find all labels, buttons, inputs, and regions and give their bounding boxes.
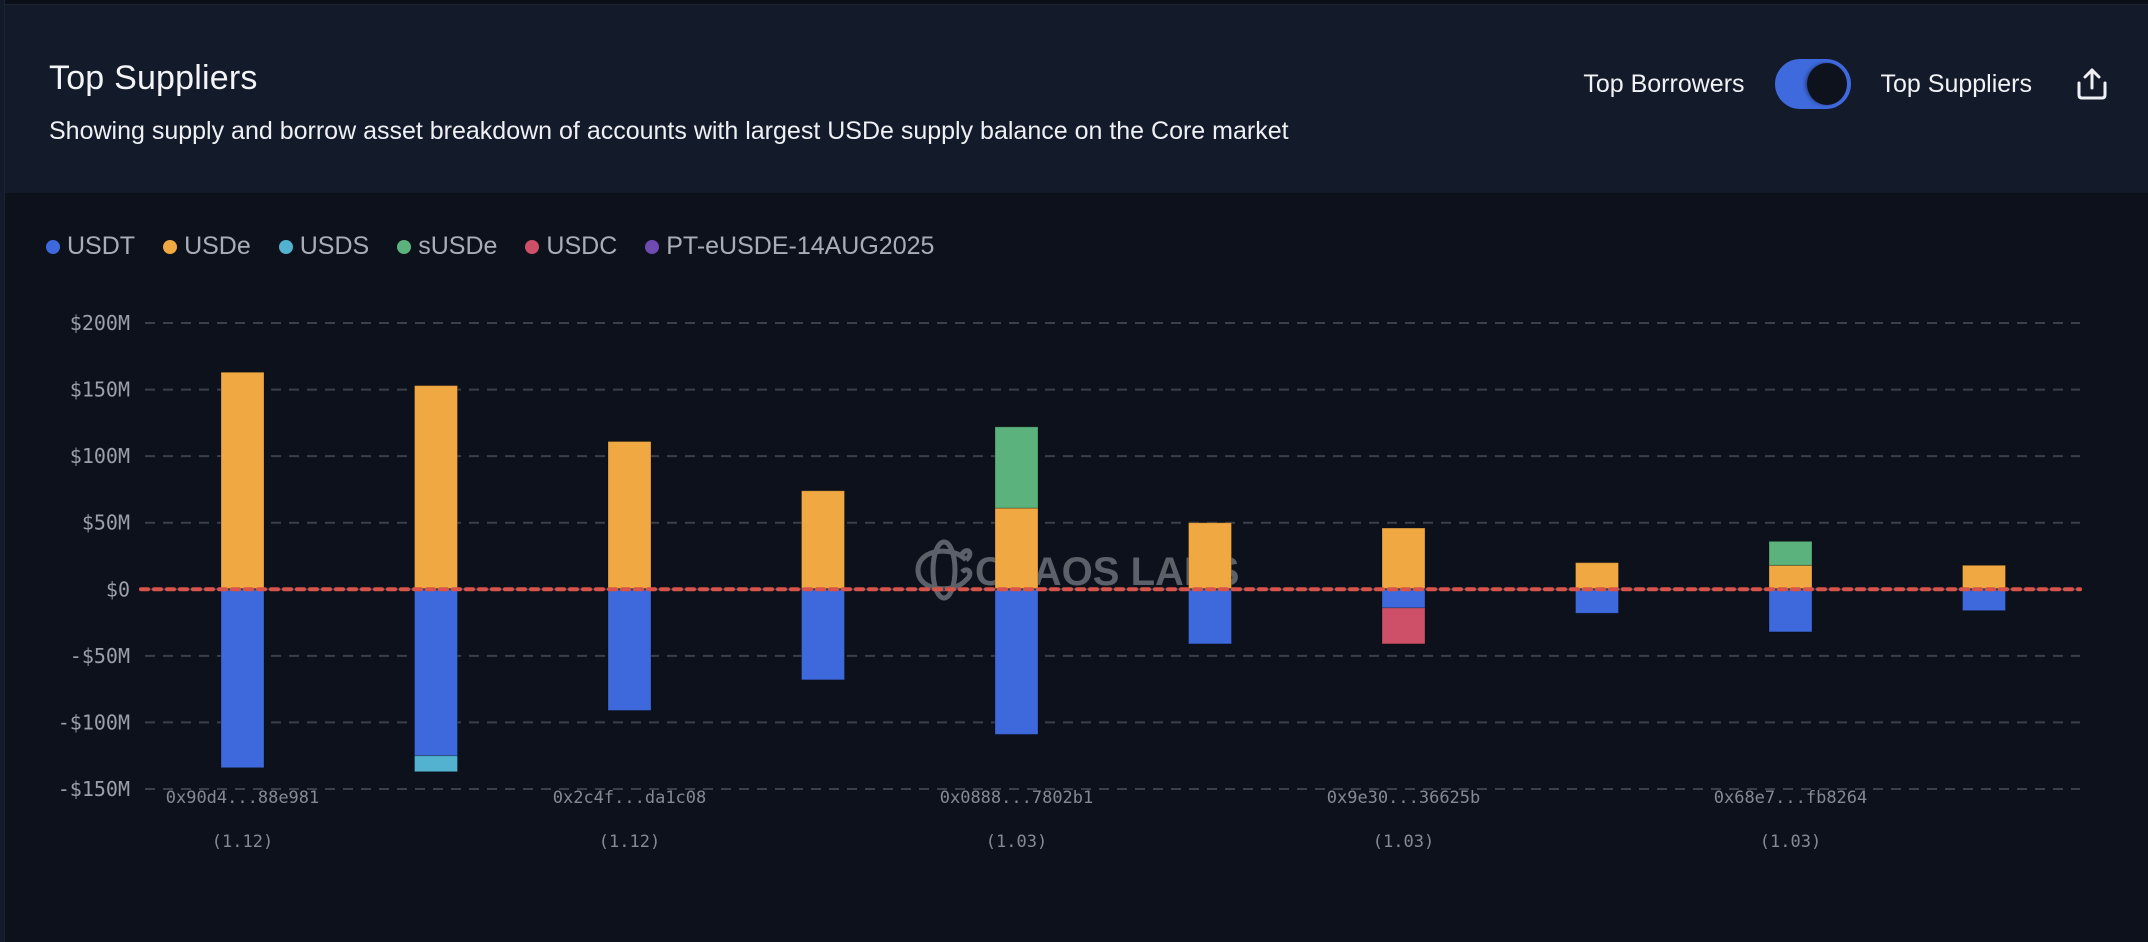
- chart-subtitle: Showing supply and borrow asset breakdow…: [49, 117, 1289, 145]
- bar-segment-usdt[interactable]: [414, 588, 458, 757]
- x-tick-address: 0x2c4f...da1c08: [553, 788, 707, 808]
- bar-segment-usdc[interactable]: [1381, 607, 1426, 645]
- x-tick-health: (1.03): [1373, 832, 1434, 852]
- y-tick-label: $0: [106, 577, 130, 601]
- bar-segment-usdt[interactable]: [1962, 588, 2006, 612]
- bar-segment-usde[interactable]: [801, 490, 845, 590]
- x-tick-health: (1.03): [986, 832, 1047, 852]
- bar-segment-usde[interactable]: [1381, 527, 1426, 590]
- legend-item-pt-eusde-14aug2025[interactable]: PT-eUSDE-14AUG2025: [645, 232, 934, 261]
- x-tick-health: (1.12): [599, 832, 660, 852]
- toggle-knob: [1806, 63, 1847, 105]
- legend-dot-icon: [278, 239, 293, 254]
- y-tick-label: $150M: [70, 378, 130, 402]
- legend-item-susde[interactable]: sUSDe: [397, 232, 497, 261]
- bar-segment-usde[interactable]: [414, 385, 458, 590]
- card-header: Top Suppliers Showing supply and borrow …: [5, 5, 2148, 193]
- bar-segment-usdt[interactable]: [607, 588, 652, 711]
- x-tick-address: 0x0888...7802b1: [940, 788, 1094, 808]
- share-export-icon: [2077, 68, 2107, 100]
- bar-segment-susde[interactable]: [994, 426, 1039, 509]
- legend-item-usde[interactable]: USDe: [163, 232, 251, 261]
- x-tick-health: (1.12): [212, 832, 273, 852]
- legend-dot-icon: [163, 239, 178, 254]
- legend-label: USDS: [299, 232, 370, 260]
- bar-segment-usdt[interactable]: [994, 588, 1039, 735]
- x-tick-health: (1.03): [1760, 832, 1821, 852]
- y-tick-label: -$100M: [58, 710, 130, 734]
- y-tick-label: $50M: [82, 511, 130, 535]
- bar-segment-usdt[interactable]: [220, 588, 265, 769]
- x-tick-address: 0x68e7...fb8264: [1714, 788, 1868, 808]
- bar-segment-usdt[interactable]: [801, 588, 845, 681]
- legend-dot-icon: [525, 239, 540, 254]
- bar-segment-usde[interactable]: [607, 440, 652, 590]
- legend-label: USDe: [184, 232, 251, 260]
- bar-segment-usde[interactable]: [994, 507, 1039, 590]
- x-axis-ticks: 0x90d4...88e981 (1.12) 0x2c4f...da1c08 (1.1…: [166, 788, 1868, 852]
- borrowers-suppliers-toggle[interactable]: [1774, 59, 1851, 109]
- toggle-label-top-borrowers[interactable]: Top Borrowers: [1583, 69, 1745, 98]
- bar-segment-usds[interactable]: [414, 755, 458, 773]
- bar-segment-usde[interactable]: [1768, 564, 1813, 590]
- y-tick-label: -$50M: [70, 644, 130, 668]
- legend-label: USDC: [546, 232, 618, 260]
- y-tick-label: $100M: [70, 444, 130, 468]
- bar-segment-usdt[interactable]: [1381, 588, 1426, 609]
- bar-segment-usdt[interactable]: [1188, 588, 1232, 645]
- legend-dot-icon: [645, 239, 660, 254]
- x-tick-address: 0x9e30...36625b: [1327, 788, 1481, 808]
- bars: [220, 371, 2006, 773]
- y-tick-label: -$150M: [58, 777, 130, 801]
- legend-label: sUSDe: [418, 232, 498, 260]
- legend-label: PT-eUSDE-14AUG2025: [666, 232, 935, 260]
- export-button[interactable]: [2072, 64, 2112, 104]
- legend-item-usds[interactable]: USDS: [278, 232, 370, 261]
- bar-segment-usde[interactable]: [1575, 562, 1619, 590]
- y-tick-label: $200M: [70, 311, 130, 335]
- bar-segment-usde[interactable]: [220, 371, 265, 590]
- y-axis-ticks: $200M $150M $100M $50M $0 -$50M -$100M -$150M: [58, 311, 130, 801]
- page-title: Top Suppliers: [49, 59, 258, 97]
- legend-label: USDT: [67, 232, 136, 260]
- header-controls: Top Borrowers Top Suppliers: [1583, 55, 2112, 113]
- bar-segment-usde[interactable]: [1188, 522, 1232, 590]
- legend-item-usdt[interactable]: USDT: [46, 232, 135, 261]
- toggle-label-top-suppliers[interactable]: Top Suppliers: [1880, 69, 2032, 98]
- bar-segment-usdt[interactable]: [1575, 588, 1619, 614]
- x-tick-address: 0x90d4...88e981: [166, 788, 320, 808]
- bar-segment-susde[interactable]: [1768, 540, 1813, 566]
- bar-segment-usde[interactable]: [1962, 564, 2006, 590]
- chaos-labs-logo-icon: [915, 539, 973, 601]
- left-border: [0, 0, 5, 942]
- bar-segment-usdt[interactable]: [1768, 588, 1813, 633]
- legend-dot-icon: [46, 239, 60, 254]
- legend-dot-icon: [397, 239, 412, 254]
- top-border: [0, 0, 2148, 5]
- chart-legend: USDT USDe USDS sUSDe USDC PT-eUSDE-14AUG2025: [46, 232, 962, 261]
- legend-item-usdc[interactable]: USDC: [525, 232, 617, 261]
